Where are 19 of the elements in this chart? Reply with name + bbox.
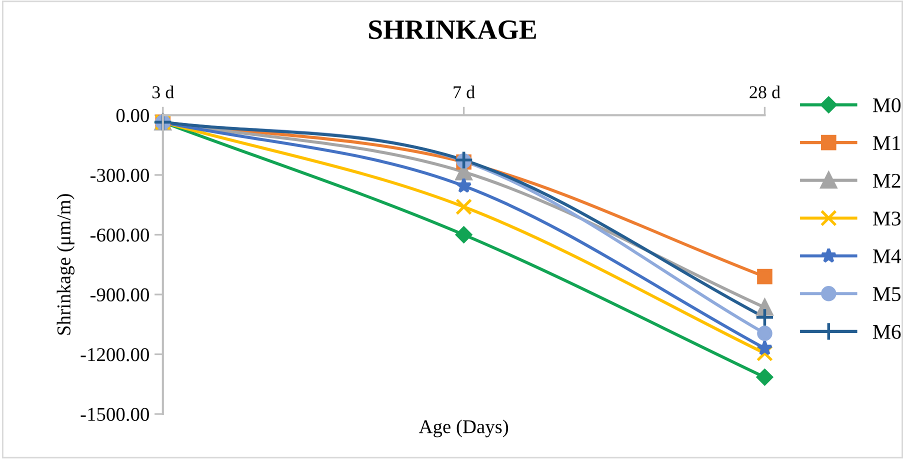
y-tick-label: -900.00	[90, 288, 149, 302]
legend-label: M5	[873, 287, 901, 302]
x-tick-label: 7 d	[454, 86, 475, 98]
x-tick-label: 3 d	[152, 86, 174, 98]
y-tick-label: 0.00	[116, 109, 149, 122]
y-tick-label: -1500.00	[80, 408, 149, 422]
chart-title: SHRINKAGE	[369, 20, 536, 40]
y-axis-title: Shrinkage (μm/m)	[56, 194, 74, 335]
y-tick-label: -600.00	[90, 228, 149, 242]
y-tick-label: -300.00	[90, 168, 149, 182]
x-axis-title: Age (Days)	[418, 420, 508, 438]
legend-label: M0	[873, 98, 901, 112]
legend-label: M3	[873, 212, 901, 226]
legend-label: M1	[873, 136, 900, 150]
x-tick-label: 28 d	[750, 86, 780, 98]
legend-label: M4	[873, 249, 902, 264]
legend-label: M6	[873, 324, 901, 339]
legend-label: M2	[873, 174, 900, 188]
y-tick-label: -1200.00	[80, 348, 149, 362]
